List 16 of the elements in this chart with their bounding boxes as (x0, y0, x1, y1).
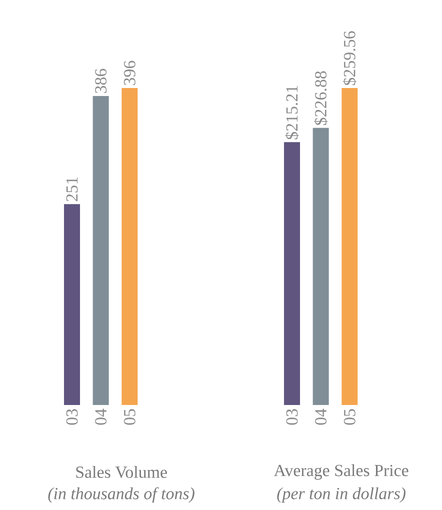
data-label: $215.21 (285, 86, 299, 140)
data-label: $259.56 (342, 31, 356, 86)
x-tick-label: 05 (124, 409, 136, 425)
x-tick-label: 03 (66, 409, 78, 425)
text: Sales Volume (76, 466, 167, 478)
data-label: $226.88 (314, 71, 328, 125)
text: (in thousands of tons) (48, 487, 194, 503)
x-tick-label: 03 (286, 409, 298, 425)
data-label: 251 (66, 177, 78, 202)
data-label: 396 (124, 60, 136, 85)
x-tick-label: 04 (315, 408, 327, 425)
text: (per ton in dollars) (277, 487, 406, 503)
text: Average Sales Price (274, 464, 408, 480)
data-label: 386 (95, 68, 107, 93)
x-tick-label: 05 (344, 409, 356, 425)
x-tick-label: 04 (95, 408, 107, 425)
